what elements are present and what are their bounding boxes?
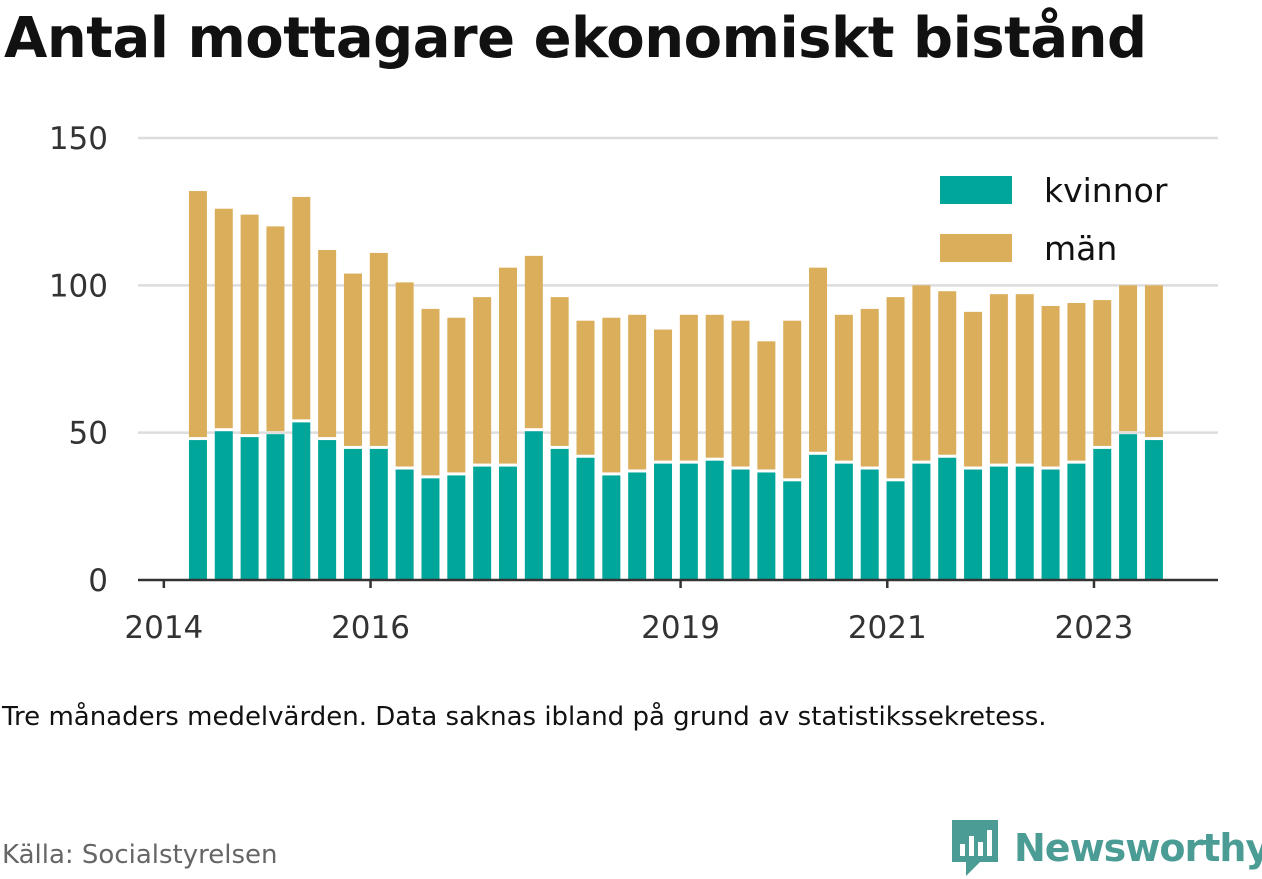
bar-kvinnor [576,457,595,580]
legend-swatch-kvinnor [940,176,1012,204]
y-tick-label: 0 [88,563,108,599]
bar-kvinnor [395,469,414,580]
newsworthy-logo[interactable]: Newsworthy [950,818,1262,878]
bar-man [912,285,931,461]
legend-label-man: män [1044,229,1117,268]
bar-kvinnor [964,469,983,580]
bar-kvinnor [343,448,362,580]
x-tick-label: 2021 [848,610,927,646]
bar-man [447,317,466,473]
bar-man [1041,305,1060,467]
bar-man [188,191,207,438]
bar-man [938,291,957,455]
bar-man [809,267,828,452]
bar-man [473,297,492,464]
bar-kvinnor [731,469,750,580]
bar-kvinnor [188,440,207,580]
bar-kvinnor [292,422,311,580]
y-tick-label: 50 [69,416,108,452]
y-tick-label: 150 [49,121,108,157]
bar-man [731,320,750,467]
bar-kvinnor [240,437,259,580]
bar-man [1015,294,1034,464]
legend-label-kvinnor: kvinnor [1044,171,1168,210]
bar-kvinnor [266,434,285,580]
bar-man [343,273,362,446]
newsworthy-logo-icon [952,820,998,876]
bar-kvinnor [1067,463,1086,580]
bar-man [1093,300,1112,446]
bar-kvinnor [834,463,853,580]
bar-kvinnor [783,481,802,580]
bar-kvinnor [989,466,1008,580]
bar-kvinnor [1093,448,1112,580]
newsworthy-logo-text: Newsworthy [1014,826,1262,870]
bar-kvinnor [809,454,828,580]
chart-title: Antal mottagare ekonomiskt bistånd [4,6,1147,71]
bar-kvinnor [214,431,233,580]
bar-man [576,320,595,455]
x-tick-label: 2016 [331,610,410,646]
x-tick-label: 2023 [1055,610,1134,646]
bar-man [266,226,285,432]
bar-kvinnor [1144,440,1163,580]
bar-man [705,314,724,458]
bar-man [757,341,776,470]
bar-man [886,297,905,479]
bar-kvinnor [498,466,517,580]
bar-man [834,314,853,461]
bar-man [654,329,673,461]
bar-kvinnor [886,481,905,580]
bar-kvinnor [421,478,440,580]
bar-kvinnor [369,448,388,580]
bar-man [964,311,983,467]
bar-kvinnor [447,475,466,580]
bar-kvinnor [654,463,673,580]
bar-man [240,214,259,435]
bar-kvinnor [473,466,492,580]
bar-man [602,317,621,473]
stacked-bar-chart: 0 50 100 150 2014 2016 2019 2021 2023 kvinnor män [49,121,1218,646]
legend-swatch-man [940,234,1012,262]
chart-note: Tre månaders medelvärden. Data saknas ib… [2,702,1047,732]
bar-kvinnor [1015,466,1034,580]
bar-kvinnor [757,472,776,580]
bar-man [1067,303,1086,461]
bar-man [1119,285,1138,432]
bar-man [421,308,440,476]
bar-man [292,196,311,420]
bar-man [369,252,388,446]
x-tick-label: 2014 [124,610,203,646]
bar-man [860,308,879,467]
bar-kvinnor [912,463,931,580]
bar-kvinnor [1041,469,1060,580]
bar-man [550,297,569,446]
bar-man [318,249,337,438]
bar-man [1144,285,1163,438]
bar-kvinnor [705,460,724,580]
bar-kvinnor [938,457,957,580]
bar-man [679,314,698,461]
bar-man [498,267,517,464]
x-tick-label: 2019 [641,610,720,646]
bar-kvinnor [860,469,879,580]
bar-kvinnor [524,431,543,580]
bar-kvinnor [628,472,647,580]
y-tick-label: 100 [49,268,108,304]
bar-man [783,320,802,479]
bar-man [395,282,414,467]
bar-man [989,294,1008,464]
bar-kvinnor [679,463,698,580]
bar-man [628,314,647,470]
bar-man [214,208,233,429]
bar-man [524,255,543,429]
bar-kvinnor [1119,434,1138,580]
bar-kvinnor [318,440,337,580]
source-text: Källa: Socialstyrelsen [2,840,278,870]
bar-kvinnor [550,448,569,580]
bar-kvinnor [602,475,621,580]
